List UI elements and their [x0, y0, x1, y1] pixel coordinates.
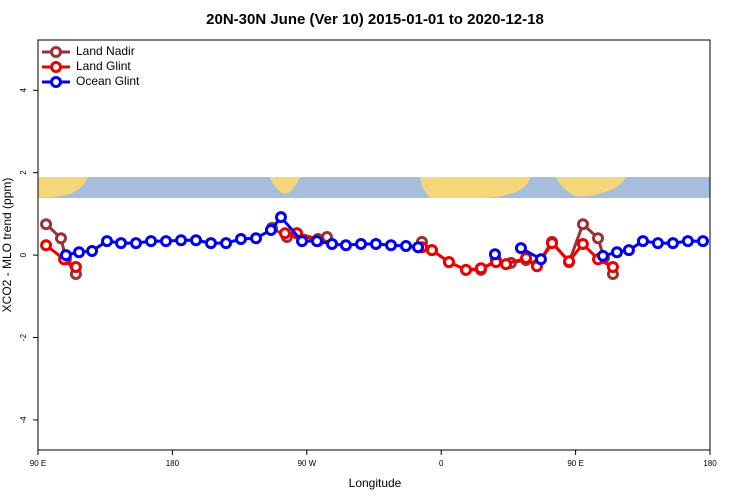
data-point [546, 237, 559, 250]
data-point [681, 235, 694, 248]
y-tick-label: -2 [19, 333, 28, 341]
y-tick-label: -4 [19, 416, 28, 424]
data-point [666, 237, 679, 250]
data-point [636, 235, 649, 248]
data-point [355, 237, 368, 250]
data-point [234, 233, 247, 246]
x-tick-label: 0 [439, 459, 444, 468]
data-point [40, 239, 53, 252]
data-point [651, 237, 664, 250]
data-point [592, 232, 604, 245]
data-point [500, 258, 513, 271]
map-strip [38, 177, 710, 198]
data-point [459, 263, 472, 276]
data-point [86, 244, 99, 257]
legend-marker [50, 76, 62, 88]
data-point [514, 242, 527, 255]
data-point [204, 237, 217, 250]
data-point [385, 239, 398, 252]
data-point [696, 235, 709, 248]
y-axis-label: XCO2 - MLO trend (ppm) [0, 178, 14, 313]
chart-title: 20N-30N June (Ver 10) 2015-01-01 to 2020… [206, 11, 544, 28]
data-point [159, 235, 172, 248]
x-tick-label: 90 W [297, 459, 316, 468]
data-point [54, 232, 67, 245]
data-point [610, 246, 623, 259]
data-point [425, 244, 438, 257]
data-point [100, 235, 113, 248]
data-point [220, 237, 233, 250]
data-point [622, 244, 635, 257]
data-point [264, 223, 277, 236]
data-point [129, 237, 142, 250]
data-point [534, 253, 547, 266]
data-point [369, 237, 382, 250]
data-point [399, 240, 412, 253]
y-tick-label: 4 [19, 87, 28, 92]
x-tick-label: 90 E [30, 459, 46, 468]
data-point [115, 237, 128, 250]
data-point [596, 249, 609, 262]
data-point [576, 237, 589, 250]
data-point [145, 235, 158, 248]
data-point [474, 262, 487, 275]
data-point [576, 218, 589, 231]
data-point [69, 261, 82, 274]
legend-label: Ocean Glint [76, 74, 140, 88]
data-point [296, 235, 309, 248]
x-tick-label: 180 [703, 459, 717, 468]
x-tick-label: 180 [166, 459, 180, 468]
data-point [310, 235, 323, 248]
data-point [326, 237, 339, 250]
legend-label: Land Glint [76, 59, 131, 73]
data-point [73, 246, 86, 259]
data-point [40, 218, 53, 231]
data-point [59, 249, 72, 262]
x-tick-label: 90 E [567, 459, 583, 468]
data-point [175, 234, 188, 247]
legend-label: Land Nadir [76, 44, 135, 58]
data-point [412, 241, 425, 254]
data-point [520, 251, 533, 264]
data-point [442, 256, 455, 269]
data-point [563, 255, 576, 268]
data-point [189, 234, 202, 247]
legend-marker [50, 61, 62, 73]
y-tick-label: 2 [19, 170, 28, 175]
data-point [339, 239, 352, 252]
data-point [606, 261, 619, 274]
data-point [250, 232, 263, 245]
data-point [274, 211, 287, 224]
legend-marker [50, 46, 62, 58]
x-axis-label: Longitude [349, 476, 402, 490]
data-point [278, 227, 291, 240]
data-point [488, 248, 501, 261]
y-tick-label: 0 [19, 252, 28, 257]
plot-frame [37, 39, 711, 451]
